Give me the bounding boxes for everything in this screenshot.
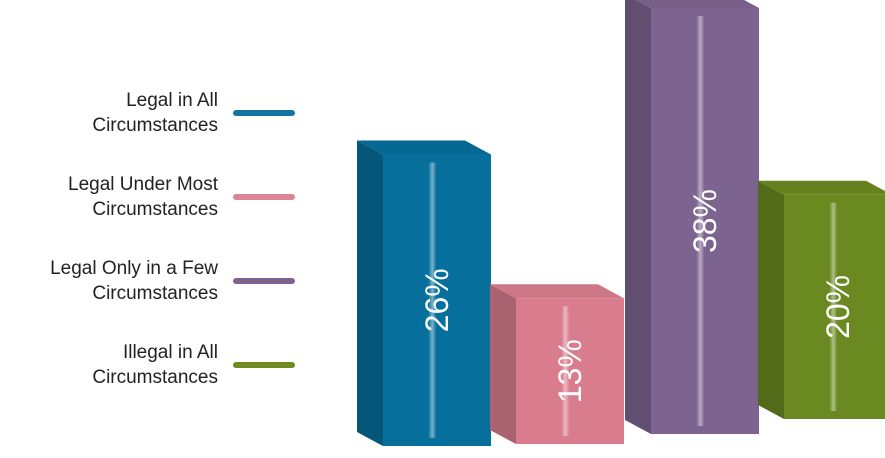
bar-highlight <box>561 306 570 436</box>
legend-label: Legal Only in a Few <box>50 258 218 279</box>
bar: 13% <box>490 284 624 444</box>
legend-label: Circumstances <box>92 367 218 388</box>
bar-front <box>651 8 759 434</box>
legend-label: Illegal in All <box>123 342 218 363</box>
bar-front <box>383 154 491 447</box>
legend-label: Legal in All <box>126 90 218 111</box>
bar-value-label: 26% <box>419 268 455 332</box>
legend-label: Legal Under Most <box>68 174 219 195</box>
legend-item: Legal Only in a Few Circumstances <box>50 258 295 304</box>
bar-top <box>636 0 759 8</box>
legend-item: Legal Under Most Circumstances <box>68 174 295 220</box>
bars: 26% 13% 38% 20% <box>357 0 885 447</box>
bar-value-label: 38% <box>687 189 723 253</box>
legend-label: Circumstances <box>92 283 218 304</box>
bar: 26% <box>357 140 491 447</box>
bar-highlight <box>428 162 437 439</box>
bar-value-label: 13% <box>552 339 588 403</box>
legend-label: Circumstances <box>92 115 218 136</box>
bar-front <box>516 298 624 444</box>
bar: 38% <box>625 0 759 434</box>
bar-top <box>758 180 885 195</box>
bar-side <box>758 180 784 419</box>
bar-highlight <box>696 16 705 426</box>
bar-side <box>357 140 383 447</box>
legend-label: Circumstances <box>92 199 218 220</box>
bar-highlight <box>829 202 838 411</box>
bar-side <box>490 284 516 444</box>
legend-item: Legal in All Circumstances <box>92 90 295 136</box>
bar-side <box>625 0 651 434</box>
bar-value-label: 20% <box>820 275 856 339</box>
bar: 20% <box>758 180 885 419</box>
bar-top <box>490 284 624 299</box>
legend-item: Illegal in All Circumstances <box>92 342 295 388</box>
bar-top <box>357 140 491 155</box>
